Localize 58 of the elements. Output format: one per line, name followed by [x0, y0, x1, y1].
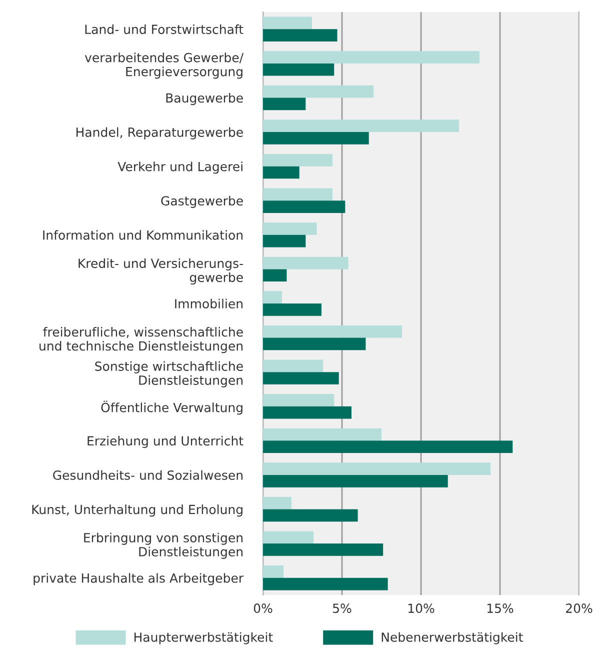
y-tick-label: Erziehung und Unterricht — [88, 436, 244, 448]
y-tick-label: Gastgewerbe — [161, 196, 243, 208]
y-tick-label: Gesundheits- und Sozialwesen — [53, 470, 242, 480]
bar — [263, 291, 282, 304]
bar — [263, 85, 374, 98]
bar — [263, 51, 480, 64]
bar — [263, 132, 369, 144]
bar — [263, 269, 287, 282]
bar — [263, 338, 366, 350]
y-tick-label: Kredit- und Versicherungs- gewerbe — [78, 258, 243, 285]
bar — [263, 200, 346, 213]
bar — [263, 98, 306, 110]
bar — [263, 474, 448, 488]
y-tick-label: verarbeitendes Gewerbe/ Energieversorgung — [84, 52, 244, 79]
y-tick-label: freiberufliche, wissenschaftliche und technische Dienstleistungen — [40, 326, 243, 354]
y-tick-label: Erbringung von sonstigen Dienstleistungen — [84, 532, 242, 559]
x-tick-label: 5% — [333, 604, 352, 614]
bar — [263, 462, 491, 475]
bar — [263, 222, 317, 235]
bar — [263, 531, 314, 544]
y-tick-label: Information und Kommunikation — [43, 230, 242, 240]
x-tick-label: 0% — [254, 604, 272, 614]
y-tick-label: Verkehr und Lagerei — [118, 162, 242, 174]
y-tick-label: private Haushalte als Arbeitgeber — [34, 573, 244, 586]
bar — [263, 372, 339, 384]
bar — [263, 63, 334, 76]
y-tick-label: Immobilien — [175, 298, 242, 308]
bar — [263, 394, 334, 406]
bar — [263, 566, 284, 578]
bar — [263, 154, 333, 166]
bar — [263, 188, 333, 201]
bar — [263, 360, 324, 372]
legend-label: Haupterwerbstätigkeit — [134, 632, 273, 644]
x-tick-label: 15% — [487, 604, 514, 614]
y-tick-label: Handel, Reparaturgewerbe — [76, 127, 243, 140]
bar — [263, 406, 352, 419]
x-tick-label: 10% — [408, 604, 434, 614]
bar — [263, 304, 322, 316]
y-tick-label: Kunst, Unterhaltung und Erholung — [32, 504, 242, 517]
y-tick-label: Sonstige wirtschaftliche Dienstleistungen — [95, 361, 243, 388]
bar — [263, 325, 402, 338]
bar — [263, 120, 459, 132]
bar — [263, 509, 358, 522]
bar — [263, 578, 388, 590]
bar — [263, 544, 384, 556]
bar — [263, 16, 312, 30]
y-tick-label: Land- und Forstwirtschaft — [85, 24, 244, 34]
x-tick-label: 20% — [566, 604, 592, 614]
bar — [263, 496, 292, 510]
bar — [263, 29, 338, 42]
legend-label: Nebenerwerbstätigkeit — [382, 632, 523, 644]
bar — [263, 440, 513, 454]
bar — [263, 234, 306, 248]
bar — [263, 428, 382, 441]
bar — [263, 166, 300, 179]
y-tick-label: Öffentliche Verwaltung — [101, 400, 242, 415]
bar — [263, 256, 348, 270]
y-tick-label: Baugewerbe — [166, 92, 243, 106]
